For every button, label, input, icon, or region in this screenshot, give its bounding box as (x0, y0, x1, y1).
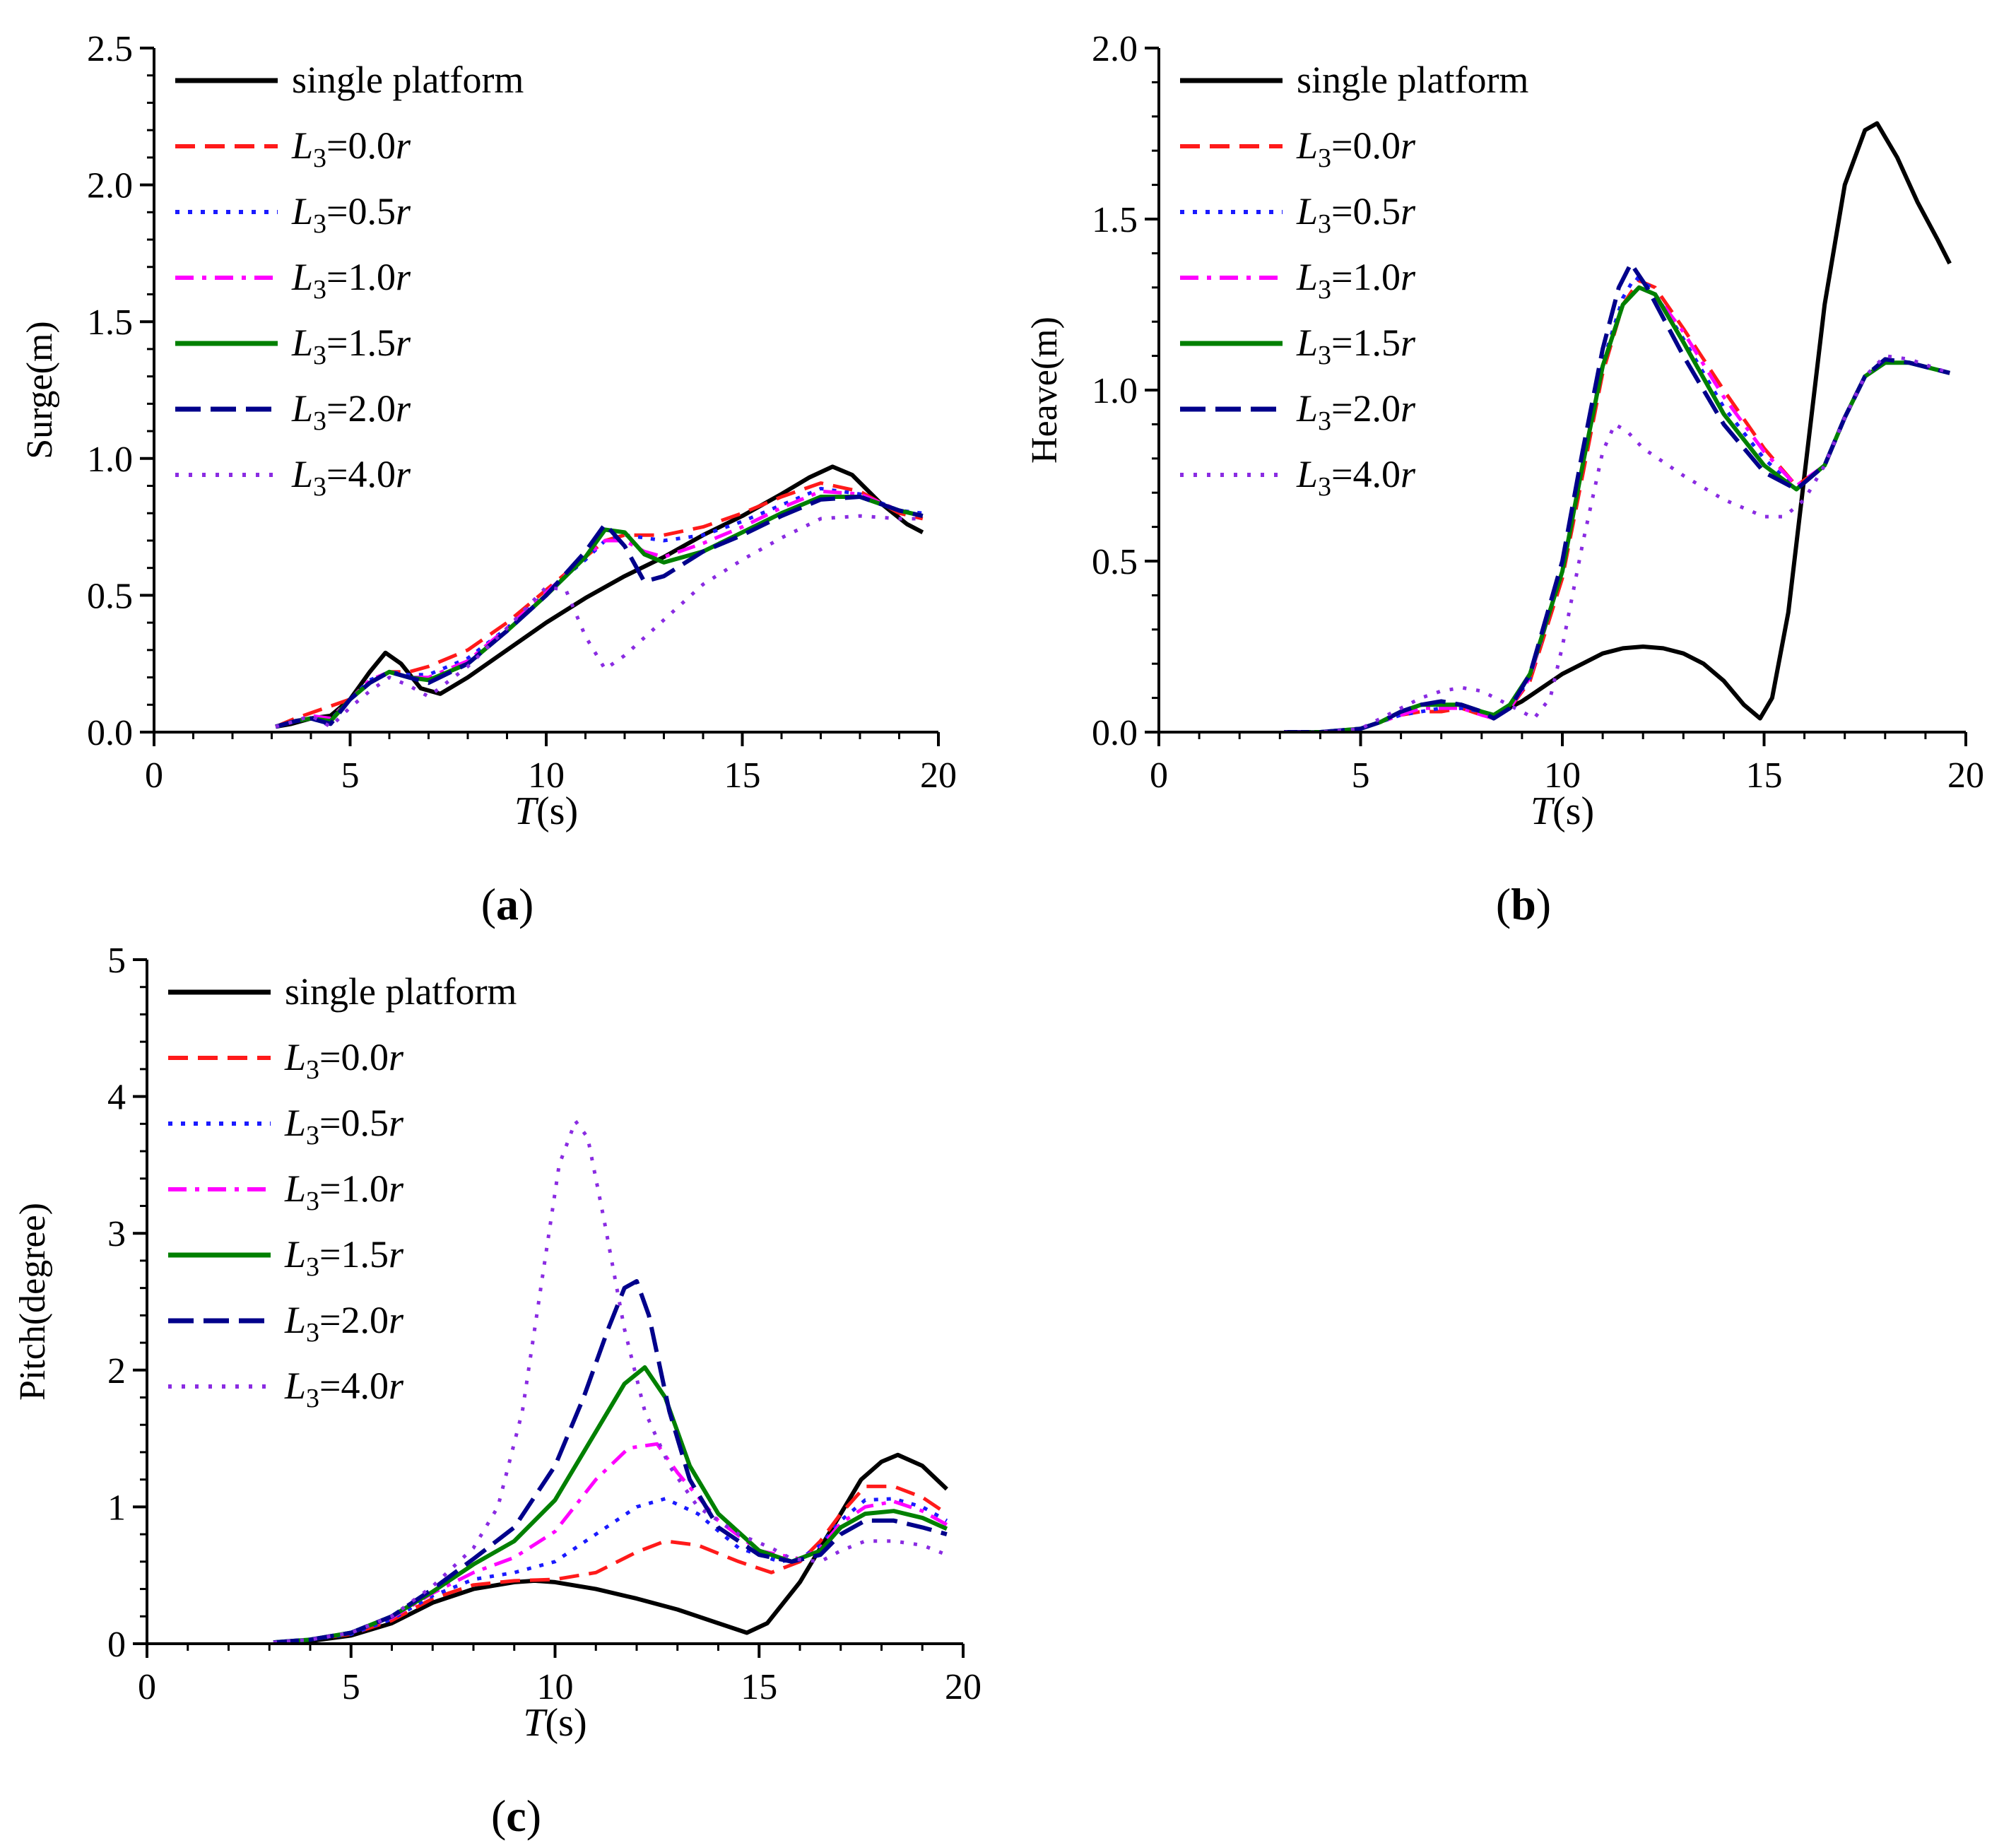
series-line-L10 (275, 489, 924, 729)
y-tick-label: 1.5 (1092, 200, 1138, 240)
legend: single platform L3=0.0r L3=0.5r L3=1.0r L3=1… (175, 59, 524, 502)
legend-label-L20: L3=2.0r (291, 387, 411, 436)
series-line-L00 (275, 481, 924, 729)
y-tick-label: 2.0 (1092, 29, 1138, 69)
panel-label: (b) (1496, 879, 1551, 929)
legend-label-L05: L3=0.5r (291, 190, 411, 239)
x-tick-label: 5 (342, 1667, 360, 1707)
series-line-L05 (275, 486, 924, 729)
legend-label-L10: L3=1.0r (284, 1167, 404, 1216)
y-tick-label: 0 (107, 1625, 126, 1665)
panel-c: 0 5 10 15 20 0 1 2 3 4 5 Pitch(degree) T(s) (c) single… (13, 941, 982, 1841)
x-tick-label: 20 (945, 1667, 982, 1707)
x-axis-label: T(s) (514, 789, 578, 833)
y-tick-label: 2.0 (87, 166, 133, 206)
legend-label-single: single platform (292, 59, 524, 101)
series-line-L10 (273, 1442, 948, 1644)
legend-label-single: single platform (1297, 59, 1528, 101)
x-tick-label: 15 (1746, 755, 1783, 796)
x-tick-label: 20 (1947, 755, 1984, 796)
legend-label-L00: L3=0.0r (291, 124, 411, 173)
x-axis-label: T(s) (1531, 789, 1594, 833)
legend: single platform L3=0.0r L3=0.5r L3=1.0r L3=1… (1180, 59, 1528, 502)
series-line-single (275, 464, 924, 729)
x-tick-label: 15 (724, 755, 761, 796)
series-line-L05 (273, 1497, 948, 1644)
legend-label-L15: L3=1.5r (1296, 322, 1416, 370)
x-tick-label: 10 (537, 1667, 574, 1707)
y-tick-label: 1.5 (87, 302, 133, 343)
y-tick-label: 4 (107, 1078, 126, 1118)
y-axis-label: Heave(m) (1025, 317, 1065, 464)
series-line-L40 (275, 514, 923, 729)
x-axis-label-var: T (523, 1701, 548, 1745)
panel-label: (c) (491, 1791, 541, 1841)
x-axis-label-unit: (s) (546, 1701, 587, 1745)
series-line-single (1500, 121, 1952, 721)
series-group (273, 1119, 948, 1644)
legend-label-L10: L3=1.0r (291, 256, 411, 305)
series-line-L00 (273, 1484, 948, 1644)
y-tick-label: 3 (107, 1214, 126, 1254)
y-axis-label: Pitch(degree) (13, 1203, 53, 1401)
series-group (275, 464, 924, 729)
legend-label-L40: L3=4.0r (1296, 453, 1416, 502)
series-group (1284, 121, 1952, 732)
y-tick-label: 0.0 (87, 713, 133, 753)
legend-label-single: single platform (285, 970, 517, 1013)
legend-label-L15: L3=1.5r (284, 1233, 404, 1282)
series-line-L20 (273, 1279, 948, 1644)
legend-label-L00: L3=0.0r (284, 1036, 404, 1085)
y-tick-label: 0.5 (1092, 542, 1138, 582)
series-line-single (273, 1452, 948, 1644)
legend-label-L20: L3=2.0r (1296, 387, 1416, 436)
y-axis-label: Surge(m) (20, 321, 60, 459)
series-line-L20 (1284, 261, 1950, 732)
y-tick-label: 0.5 (87, 576, 133, 616)
x-tick-label: 15 (741, 1667, 777, 1707)
x-axis-label-unit: (s) (1552, 789, 1594, 833)
x-tick-label: 10 (528, 755, 565, 796)
x-axis-label-unit: (s) (536, 789, 578, 833)
legend-label-L15: L3=1.5r (291, 322, 411, 370)
y-tick-label: 1.0 (87, 440, 133, 480)
legend-label-L00: L3=0.0r (1296, 124, 1416, 173)
legend-label-L20: L3=2.0r (284, 1299, 404, 1348)
series-line-L20 (275, 495, 924, 729)
x-tick-label: 5 (341, 755, 360, 796)
legend-label-L10: L3=1.0r (1296, 256, 1416, 305)
y-tick-label: 5 (107, 941, 126, 981)
panel-label: (a) (481, 879, 534, 929)
x-tick-label: 0 (145, 755, 163, 796)
x-axis-label: T(s) (523, 1701, 586, 1745)
series-line-L40 (273, 1119, 948, 1644)
y-tick-label: 1.0 (1092, 371, 1138, 411)
panel-a: 0 5 10 15 20 0.0 0.5 1.0 1.5 2.0 2.5 Surge(m) T(s) (a… (20, 29, 957, 929)
x-axis-label-var: T (1531, 789, 1555, 833)
legend-label-L05: L3=0.5r (284, 1102, 404, 1150)
x-tick-label: 5 (1352, 755, 1370, 796)
panel-b: 0 5 10 15 20 0.0 0.5 1.0 1.5 2.0 Heave(m) T(s) (b) si… (1025, 29, 1984, 929)
x-tick-label: 0 (138, 1667, 156, 1707)
y-tick-label: 2 (107, 1351, 126, 1391)
y-tick-label: 2.5 (87, 29, 133, 69)
x-tick-label: 20 (920, 755, 957, 796)
x-tick-label: 10 (1544, 755, 1581, 796)
x-axis-label-var: T (514, 789, 539, 833)
y-tick-label: 0.0 (1092, 713, 1138, 753)
series-line-L40 (1284, 354, 1951, 732)
legend-label-L05: L3=0.5r (1296, 190, 1416, 239)
legend: single platform L3=0.0r L3=0.5r L3=1.0r L3=1… (168, 970, 517, 1413)
x-tick-label: 0 (1150, 755, 1168, 796)
legend-label-L40: L3=4.0r (291, 453, 411, 502)
legend-label-L40: L3=4.0r (284, 1365, 404, 1413)
y-tick-label: 1 (107, 1488, 126, 1528)
